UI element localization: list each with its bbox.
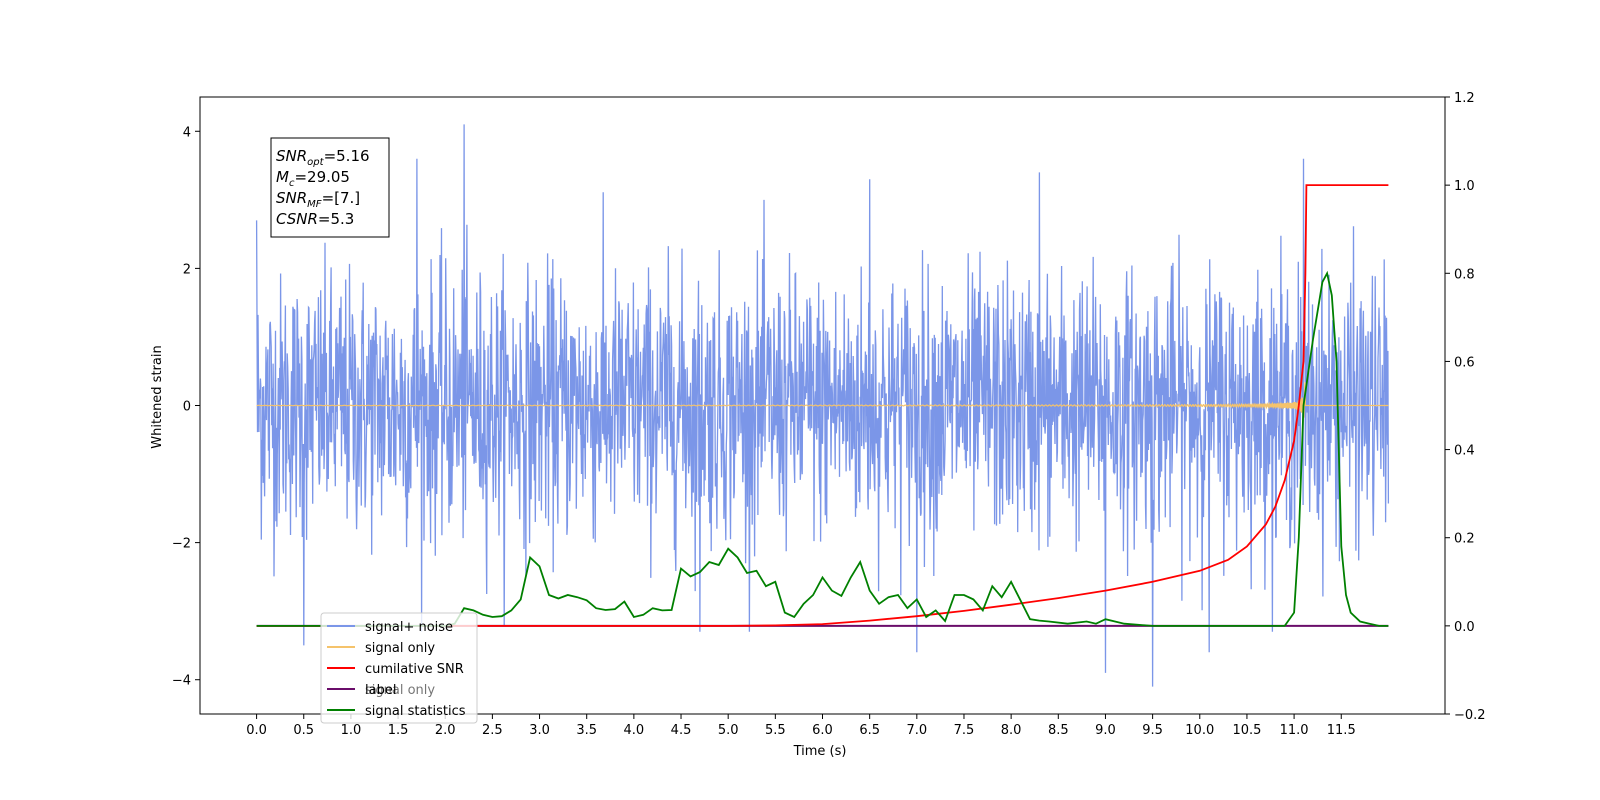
x-tick-label: 8.0 [1001,723,1022,738]
x-tick-label: 1.5 [388,723,409,738]
series-signal-only [256,382,1389,418]
annotation-snr-opt: SNRopt=5.16 [276,147,370,168]
x-tick-label: 9.0 [1095,723,1116,738]
annotation-mc: Mc=29.05 [276,168,350,189]
x-tick-label: 6.5 [859,723,880,738]
x-tick-label: 5.5 [765,723,786,738]
y-right-tick-label: 0.8 [1454,267,1475,282]
x-tick-label: 6.0 [812,723,833,738]
y-right-tick-label: 0.2 [1454,532,1475,547]
legend-label: cumilative SNR [365,662,464,677]
y-right-tick-label: 1.0 [1454,179,1475,194]
y-left-tick-label: 4 [183,125,191,140]
x-tick-label: 8.5 [1048,723,1069,738]
y-right-tick-label: −0.2 [1454,708,1486,723]
legend-label: signal only [365,641,435,656]
x-tick-label: 3.5 [576,723,597,738]
series-signal-noise [255,124,1390,687]
x-tick-label: 10.5 [1232,723,1261,738]
x-tick-label: 1.0 [341,723,362,738]
legend-ghost-label: signal only [365,683,435,698]
x-tick-label: 0.5 [293,723,314,738]
x-tick-label: 3.0 [529,723,550,738]
signal-noise-line [255,124,1390,687]
y-left-tick-label: −4 [172,674,191,689]
x-tick-label: 4.5 [671,723,692,738]
y-left-tick-label: 2 [183,262,191,277]
series-signal-statistics-line [256,270,1389,627]
y-left-tick-label: −2 [172,537,191,552]
annotation-snr-mf: SNRMF=[7.] [276,189,360,210]
x-tick-label: 7.5 [954,723,975,738]
x-tick-label: 11.0 [1280,723,1309,738]
y-right-tick-label: 0.0 [1454,620,1475,635]
y-right-tick-label: 1.2 [1454,91,1475,106]
annotation-csnr: CSNR=5.3 [276,210,354,228]
annotation-box: SNRopt=5.16 Mc=29.05 SNRMF=[7.] CSNR=5.3 [270,137,390,238]
x-tick-label: 11.5 [1327,723,1356,738]
y-axis-right-ticks: 1.2 1.0 0.8 0.6 0.4 0.2 0.0 −0.2 [1445,91,1486,723]
x-tick-label: 10.0 [1185,723,1214,738]
plot-area [255,124,1390,687]
legend: signal only signal+ noise signal only cumil… [320,612,478,724]
x-tick-label: 0.0 [246,723,267,738]
y-left-tick-label: 0 [183,400,191,415]
signal-only-line [256,382,1389,418]
y-right-tick-label: 0.6 [1454,355,1475,370]
x-tick-label: 5.0 [718,723,739,738]
y-axis-left-ticks: 4 2 0 −2 −4 [172,125,200,689]
legend-label: signal statistics [365,704,466,719]
x-tick-label: 2.5 [482,723,503,738]
series-cumilative-snr-line [256,184,1389,627]
x-tick-label: 4.0 [624,723,645,738]
legend-label: signal+ noise [365,620,453,635]
x-tick-label: 9.5 [1142,723,1163,738]
legend-label: label [365,683,396,698]
x-axis-label: Time (s) [793,744,847,759]
x-axis-ticks: 0.0 0.5 1.0 1.5 2.0 2.5 3.0 3.5 4.0 4.5 5.0 5.5 6.0 6… [246,714,1356,738]
x-tick-label: 7.0 [906,723,927,738]
x-tick-label: 2.0 [435,723,456,738]
y-right-tick-label: 0.4 [1454,444,1475,459]
y-axis-left-label: Whitened strain [150,345,165,448]
